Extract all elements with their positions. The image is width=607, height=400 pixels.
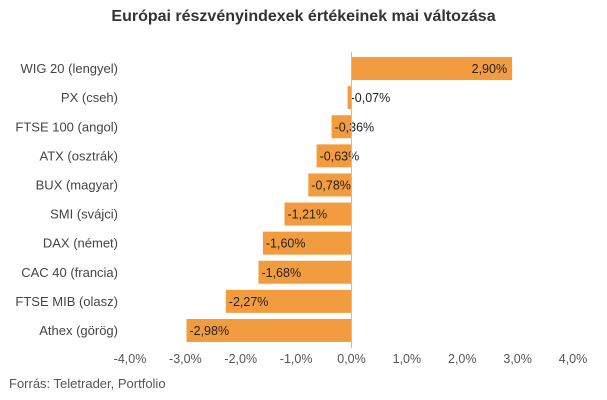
category-label: CAC 40 (francia) <box>21 265 118 280</box>
category-label: DAX (német) <box>43 236 118 251</box>
bar <box>308 173 352 197</box>
x-tick-label: 4,0% <box>559 352 588 366</box>
x-tick-label: 1,0% <box>393 352 422 366</box>
category-label: ATX (osztrák) <box>40 148 119 163</box>
bar <box>347 86 352 110</box>
source-note: Forrás: Teletrader, Portfolio <box>9 376 166 391</box>
value-label: -0,63% <box>320 149 360 163</box>
bar <box>186 318 352 342</box>
category-label: BUX (magyar) <box>36 177 118 192</box>
bar <box>331 115 352 139</box>
x-tick-label: -3,0% <box>169 352 202 366</box>
value-label: -2,27% <box>229 295 269 309</box>
chart-title: Európai részvényindexek értékeinek mai v… <box>111 8 496 25</box>
bar <box>284 202 352 226</box>
x-tick-label: -4,0% <box>114 352 147 366</box>
value-label: -1,21% <box>287 208 327 222</box>
x-tick-label: 2,0% <box>448 352 477 366</box>
value-label: -0,36% <box>335 120 375 134</box>
x-tick-label: -1,0% <box>280 352 313 366</box>
x-tick-label: 3,0% <box>503 352 532 366</box>
category-label: Athex (görög) <box>39 323 118 338</box>
x-tick-label: -2,0% <box>224 352 257 366</box>
bar <box>316 144 352 168</box>
category-label: WIG 20 (lengyel) <box>20 61 118 76</box>
x-tick-label: 0,0% <box>337 352 366 366</box>
bar <box>258 260 352 284</box>
value-label: -1,60% <box>266 237 306 251</box>
value-label: -0,78% <box>311 178 351 192</box>
category-label: FTSE MIB (olasz) <box>15 294 118 309</box>
value-label: -0,07% <box>351 91 391 105</box>
value-label: 2,90% <box>472 62 507 76</box>
value-label: -2,98% <box>189 324 229 338</box>
category-label: FTSE 100 (angol) <box>15 119 118 134</box>
bar <box>225 289 352 313</box>
bar <box>351 57 513 81</box>
category-label: PX (cseh) <box>61 90 118 105</box>
value-label: -1,68% <box>261 266 301 280</box>
category-label: SMI (svájci) <box>50 207 118 222</box>
bar <box>262 231 352 255</box>
